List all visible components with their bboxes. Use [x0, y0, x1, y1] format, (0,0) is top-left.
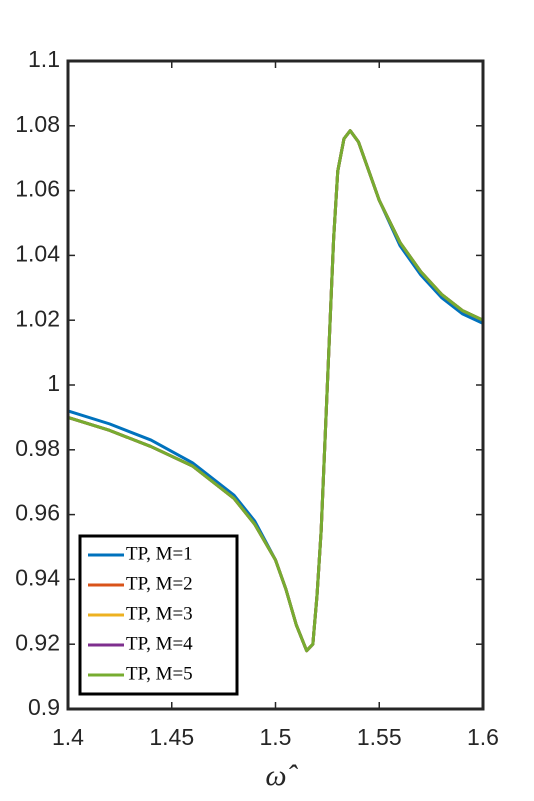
y-tick-label: 0.92 — [15, 629, 60, 655]
legend-label: TP, M=4 — [126, 633, 193, 654]
legend-label: TP, M=5 — [126, 663, 193, 684]
y-tick-label: 0.96 — [15, 500, 60, 526]
y-tick-label: 1.02 — [15, 305, 60, 331]
legend-label: TP, M=1 — [126, 543, 193, 564]
y-tick-label: 0.9 — [28, 694, 60, 720]
x-tick-label: 1.5 — [260, 724, 292, 750]
y-tick-label: 0.94 — [15, 564, 60, 590]
y-tick-label: 1.04 — [15, 240, 60, 266]
x-tick-label: 1.4 — [52, 724, 84, 750]
x-tick-label: 1.6 — [467, 724, 499, 750]
legend: TP, M=1 TP, M=2 TP, M=3 TP, M=4 TP, M=5 — [78, 534, 239, 696]
x-tick-label: 1.45 — [149, 724, 194, 750]
y-tick-label: 1 — [47, 370, 60, 396]
y-tick-label: 1.06 — [15, 176, 60, 202]
legend-label: TP, M=3 — [126, 603, 193, 624]
plot-frame — [66, 59, 485, 711]
x-axis-label: ω̂ — [265, 759, 298, 792]
y-tick-label: 1.1 — [28, 46, 60, 72]
y-tick-label: 0.98 — [15, 435, 60, 461]
data-line — [67, 129, 484, 653]
legend-label: TP, M=2 — [126, 573, 193, 594]
y-tick-label: 1.08 — [15, 111, 60, 137]
x-tick-label: 1.55 — [357, 724, 402, 750]
